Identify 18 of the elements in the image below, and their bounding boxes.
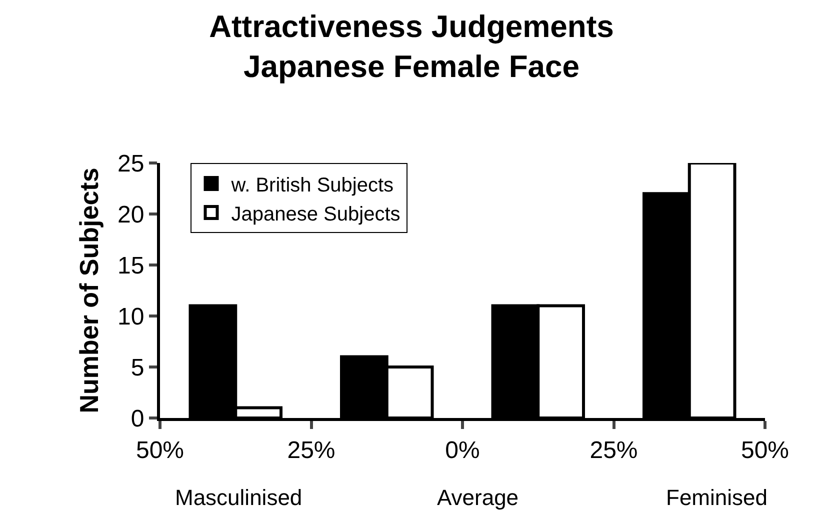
text: Feminised [666, 485, 768, 510]
x-tick-label: 0% [445, 436, 480, 464]
y-tick-label: 20 [117, 201, 144, 228]
text: Masculinised [175, 485, 302, 510]
y-tick-label: 25 [117, 150, 144, 178]
legend-label: w. British Subjects [230, 174, 394, 196]
x-tick-label: 50% [136, 436, 184, 464]
y-tick-label: 5 [130, 354, 144, 382]
chart-title: Attractiveness Judgements Japanese Female Face [209, 8, 614, 84]
x-tick-label: 25% [590, 436, 638, 464]
x-tick-label: 50% [740, 436, 790, 464]
y-tick-label: 10 [117, 303, 144, 330]
y-tick-label: 0 [130, 405, 144, 432]
text: Average [437, 485, 519, 510]
x-tick-label: 25% [287, 436, 336, 464]
legend-label: Japanese Subjects [231, 203, 400, 226]
y-axis-title: Number of Subjects [74, 168, 104, 414]
y-tick-label: 15 [117, 252, 144, 280]
